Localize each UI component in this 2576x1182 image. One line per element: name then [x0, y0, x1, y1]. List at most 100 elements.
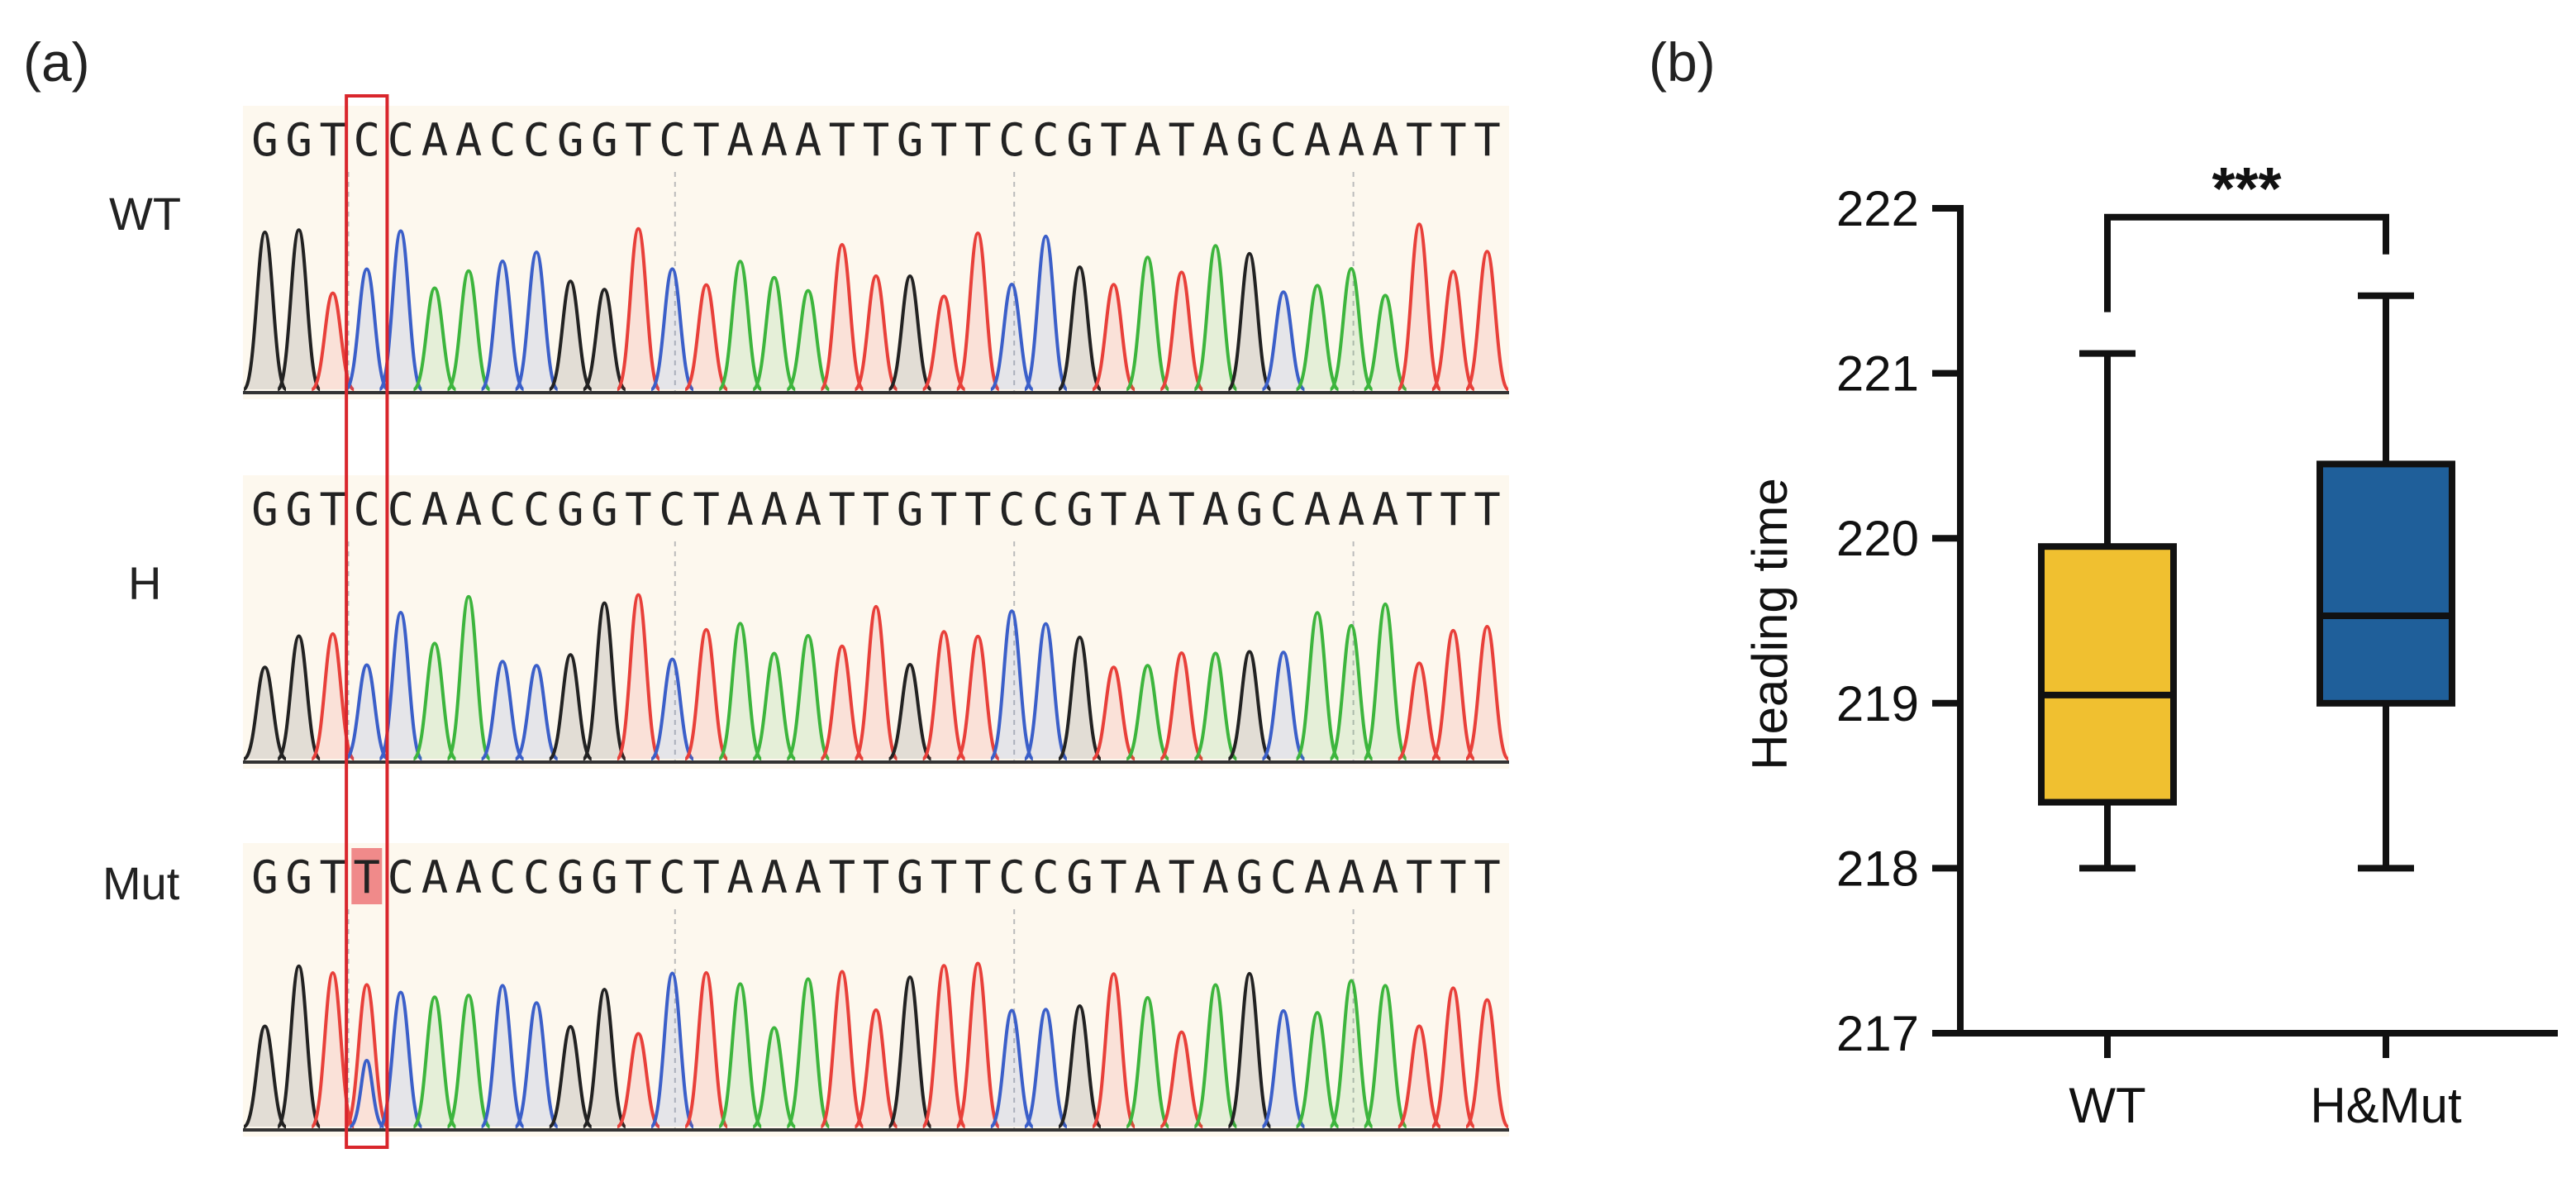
base-letter: G: [557, 484, 584, 536]
trace-peaks: [242, 961, 1510, 1128]
peak-fill: [1431, 988, 1474, 1127]
base-letter: T: [319, 484, 346, 536]
peak-fill: [345, 984, 388, 1127]
base-letter: C: [523, 484, 550, 536]
base-letter: G: [591, 851, 618, 903]
peak-C: [344, 267, 390, 391]
y-tick-label: 219: [1836, 676, 1919, 732]
base-letter: C: [1270, 484, 1298, 536]
base-letter: G: [251, 851, 279, 903]
peak-T: [1091, 283, 1136, 391]
peak-fill: [922, 632, 965, 759]
peak-fill: [345, 269, 388, 389]
base-letter: G: [1236, 114, 1264, 166]
peak-A: [717, 260, 764, 391]
box-wt: WT: [2038, 350, 2177, 1133]
peak-C: [1261, 290, 1306, 391]
peak-fill: [278, 636, 321, 759]
base-letter: T: [625, 484, 652, 536]
peak-C: [650, 267, 695, 391]
peak-C: [479, 259, 526, 391]
peak-T: [1091, 972, 1136, 1128]
base-letter: A: [1202, 114, 1230, 166]
panel-a-label: (a): [23, 31, 90, 93]
peak-G: [276, 964, 322, 1128]
peak-fill: [651, 973, 693, 1127]
significance-stars: ***: [2212, 156, 2281, 222]
chromatogram-track: HG G T C C A A C C G G T C T A A A T T G T T C C G T A T A G C A A A T T T: [128, 475, 1510, 769]
peak-T: [616, 226, 661, 391]
base-letter: A: [760, 851, 788, 903]
peak-A: [752, 275, 797, 391]
peak-A: [1193, 244, 1239, 391]
chromatogram-track: Mut G G T T C A A C C G G T C T A A A T T G T T C C G T A T A G C A A A T T T: [102, 843, 1510, 1137]
peak-fill: [278, 230, 321, 389]
peak-T: [616, 1032, 660, 1128]
peak-fill: [685, 629, 728, 759]
peak-C: [479, 984, 526, 1128]
peak-A: [445, 994, 492, 1128]
peak-fill: [583, 289, 626, 389]
peak-C: [513, 1001, 559, 1128]
peak-fill: [413, 288, 456, 389]
base-letter: G: [897, 851, 924, 903]
peak-fill: [345, 665, 388, 759]
trace-peaks: [242, 222, 1510, 391]
peak-fill: [549, 281, 592, 389]
peak-fill: [956, 233, 999, 389]
base-letter: T: [931, 114, 958, 166]
significance-bracket-line: [2104, 213, 2389, 312]
peak-A: [1294, 611, 1340, 760]
peak-A: [1295, 284, 1340, 391]
base-letter: T: [1474, 851, 1501, 903]
peak-fill: [515, 252, 558, 389]
base-letter: A: [455, 114, 483, 166]
peak-T: [1464, 624, 1510, 760]
peak-fill: [719, 984, 762, 1127]
trace-peaks: [242, 593, 1510, 760]
peak-A: [412, 995, 458, 1128]
peak-fill: [1228, 253, 1271, 389]
peak-G: [582, 288, 626, 391]
peak-C: [514, 664, 559, 760]
peak-fill: [922, 296, 965, 389]
peak-fill: [1330, 980, 1373, 1127]
base-letter: C: [659, 851, 686, 903]
base-letter: T: [1474, 114, 1501, 166]
base-letter: A: [1338, 484, 1365, 536]
peak-fill: [1024, 1009, 1067, 1127]
peak-C: [1022, 622, 1069, 760]
peak-fill: [447, 995, 490, 1127]
peak-A: [1125, 255, 1171, 391]
base-letter: T: [319, 114, 346, 166]
peak-C: [1261, 651, 1306, 760]
y-tick-label: 222: [1836, 181, 1919, 236]
peak-A: [786, 288, 831, 391]
peak-fill: [244, 231, 287, 389]
peak-fill: [956, 963, 999, 1127]
base-letter: A: [421, 114, 449, 166]
peak-fill: [719, 623, 762, 759]
base-letter: T: [1440, 851, 1467, 903]
peak-fill: [447, 596, 490, 759]
base-letter: T: [1474, 484, 1501, 536]
base-letter: C: [354, 484, 381, 536]
base-letter: C: [523, 114, 550, 166]
peak-fill: [685, 284, 728, 389]
peak-fill: [922, 965, 965, 1127]
peak-fill: [888, 275, 931, 389]
base-letter: A: [455, 484, 483, 536]
peak-G: [1057, 265, 1102, 391]
peak-fill: [617, 1033, 659, 1127]
peak-T: [819, 242, 865, 391]
peak-fill: [888, 977, 931, 1127]
peak-A: [1363, 293, 1407, 391]
peak-fill: [1262, 652, 1305, 759]
peak-fill: [821, 971, 864, 1127]
peak-fill: [312, 633, 355, 759]
peak-A: [752, 1026, 797, 1128]
box-h-mut: H&Mut: [2310, 292, 2462, 1133]
peak-A: [1328, 623, 1374, 760]
peak-C: [513, 250, 559, 391]
peak-T: [1092, 665, 1136, 760]
